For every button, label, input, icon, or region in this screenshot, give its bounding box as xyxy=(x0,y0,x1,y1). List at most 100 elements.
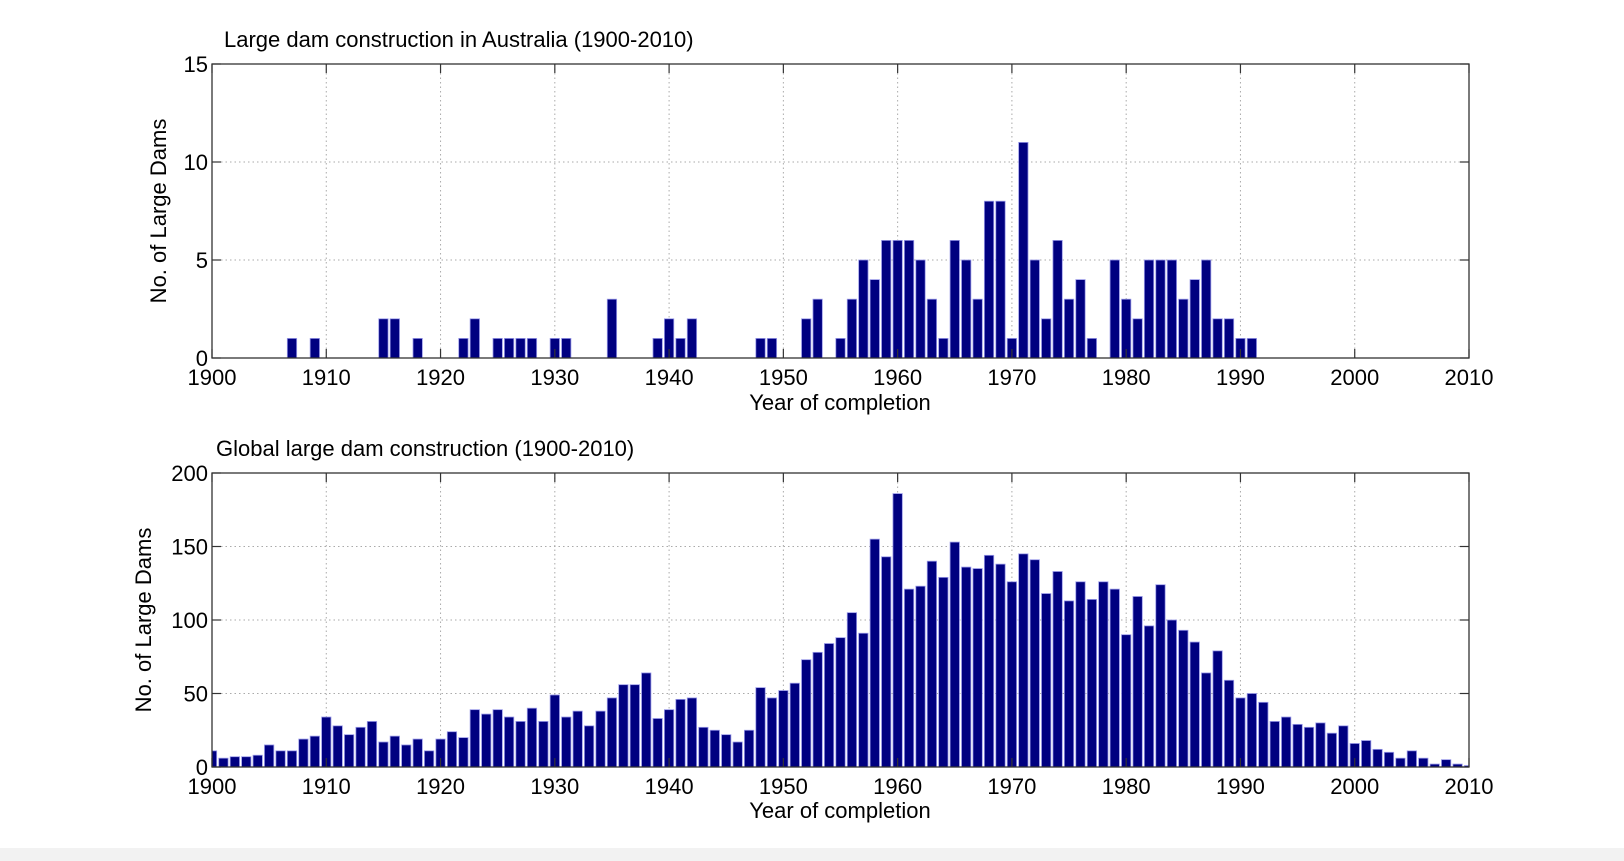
y-tick-label: 10 xyxy=(184,150,208,175)
global-chart: Global large dam construction (1900-2010… xyxy=(131,436,1493,823)
bar-1955 xyxy=(835,637,846,767)
bar-1988 xyxy=(1212,318,1223,358)
bar-1963 xyxy=(926,298,938,358)
bar-1959 xyxy=(881,239,892,358)
bar-1992 xyxy=(1258,701,1269,767)
bar-2003 xyxy=(1383,751,1395,767)
bar-1994 xyxy=(1281,716,1292,767)
x-tick-label: 1910 xyxy=(302,774,351,799)
bar-1980 xyxy=(1121,298,1132,358)
bar-1912 xyxy=(344,734,355,767)
bar-1982 xyxy=(1143,625,1155,767)
bar-1977 xyxy=(1086,599,1097,767)
bar-2006 xyxy=(1418,757,1429,767)
bar-1967 xyxy=(972,568,983,767)
bar-1961 xyxy=(903,588,915,767)
bar-1983 xyxy=(1155,584,1166,767)
bar-1928 xyxy=(526,707,538,767)
bar-1949 xyxy=(766,697,778,767)
bar-1963 xyxy=(926,560,938,767)
bar-1979 xyxy=(1109,588,1120,767)
bar-1974 xyxy=(1052,239,1063,358)
bar-1954 xyxy=(823,643,835,767)
bar-1903 xyxy=(241,756,252,767)
bar-1925 xyxy=(492,709,503,767)
bar-1948 xyxy=(755,337,766,358)
bar-1990 xyxy=(1235,697,1246,767)
bar-1925 xyxy=(492,337,503,358)
bar-1969 xyxy=(995,200,1006,358)
bar-1958 xyxy=(869,538,880,767)
y-tick-label: 5 xyxy=(196,248,208,273)
bar-1911 xyxy=(332,725,343,767)
y-axis-label: No. of Large Dams xyxy=(131,528,156,713)
y-tick-label: 0 xyxy=(196,346,208,371)
bar-1918 xyxy=(412,337,423,358)
bar-1918 xyxy=(412,738,423,767)
bar-1985 xyxy=(1178,629,1189,767)
x-tick-label: 2000 xyxy=(1330,774,1379,799)
bar-2002 xyxy=(1372,748,1383,767)
bar-1943 xyxy=(698,726,709,767)
bar-1964 xyxy=(938,337,949,358)
bar-1958 xyxy=(869,279,880,358)
bar-1931 xyxy=(561,337,572,358)
bar-1915 xyxy=(378,741,389,767)
x-tick-label: 1990 xyxy=(1216,365,1265,390)
bar-1934 xyxy=(595,710,606,767)
bar-1966 xyxy=(961,259,972,358)
bar-2008 xyxy=(1441,759,1452,767)
y-tick-label: 100 xyxy=(171,608,208,633)
bar-1968 xyxy=(983,200,995,358)
bar-1968 xyxy=(983,554,995,767)
x-axis-label: Year of completion xyxy=(749,798,930,823)
bar-1948 xyxy=(755,687,766,767)
x-tick-label: 1900 xyxy=(188,774,237,799)
x-tick-label: 1920 xyxy=(416,774,465,799)
bar-1978 xyxy=(1098,581,1109,767)
bar-1957 xyxy=(858,632,869,767)
bar-1939 xyxy=(652,337,663,358)
bar-1916 xyxy=(389,318,400,358)
x-tick-label: 2010 xyxy=(1445,774,1494,799)
bar-1926 xyxy=(504,716,515,767)
bar-1923 xyxy=(469,709,480,767)
x-tick-label: 1980 xyxy=(1102,365,1151,390)
bar-1980 xyxy=(1121,634,1132,767)
bar-1959 xyxy=(881,556,892,767)
bar-1947 xyxy=(743,729,755,767)
bar-1933 xyxy=(584,725,595,767)
bar-1979 xyxy=(1109,259,1120,358)
chart-title: Global large dam construction (1900-2010… xyxy=(216,436,634,461)
bar-1944 xyxy=(709,729,720,767)
bar-1926 xyxy=(504,337,515,358)
australia-chart: Large dam construction in Australia (190… xyxy=(146,27,1493,415)
bar-1965 xyxy=(949,541,960,767)
bar-1987 xyxy=(1201,672,1212,767)
bar-1983 xyxy=(1155,259,1166,358)
bar-1960 xyxy=(892,493,903,767)
bar-1935 xyxy=(606,298,618,358)
x-tick-label: 1930 xyxy=(530,365,579,390)
y-tick-label: 200 xyxy=(171,461,208,486)
bar-2005 xyxy=(1406,750,1417,767)
bar-1991 xyxy=(1246,337,1257,358)
bar-1942 xyxy=(686,697,698,767)
bars xyxy=(286,141,1257,358)
bar-1975 xyxy=(1063,600,1075,767)
bar-1967 xyxy=(972,298,983,358)
bar-1993 xyxy=(1269,721,1280,767)
bar-1991 xyxy=(1246,693,1257,767)
bar-1960 xyxy=(892,239,903,358)
x-tick-label: 1950 xyxy=(759,774,808,799)
bar-2001 xyxy=(1361,740,1372,767)
bar-1917 xyxy=(401,744,412,767)
bar-1946 xyxy=(732,741,743,767)
bar-1928 xyxy=(526,337,538,358)
bar-1901 xyxy=(218,757,229,767)
bar-1909 xyxy=(309,337,320,358)
bar-1953 xyxy=(812,298,823,358)
bars xyxy=(212,493,1469,767)
bar-1935 xyxy=(606,697,618,767)
bar-1964 xyxy=(938,576,949,767)
